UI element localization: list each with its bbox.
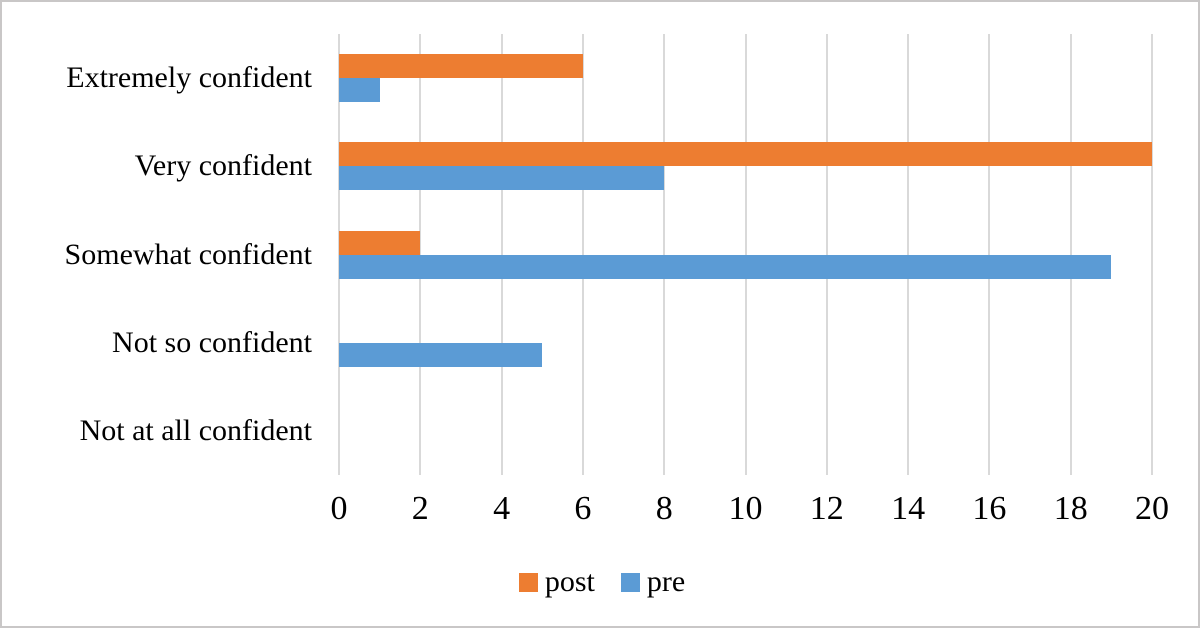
- tick-label-12: 12: [809, 490, 844, 527]
- bar-post-extremely-confident: [339, 54, 583, 79]
- tick-label-18: 18: [1053, 490, 1088, 527]
- tick-label-8: 8: [655, 490, 673, 527]
- tick-label-2: 2: [411, 490, 429, 527]
- category-label-somewhat-confident: Somewhat confident: [64, 237, 312, 271]
- category-label-extremely-confident: Extremely confident: [66, 61, 312, 95]
- bar-pre-extremely-confident: [339, 78, 380, 103]
- legend-item-post: post: [518, 565, 595, 598]
- chart-legend: post pre: [2, 567, 1200, 597]
- bar-pre-somewhat-confident: [339, 254, 1112, 279]
- bar-pre-not-so-confident: [339, 342, 543, 367]
- tick-label-10: 10: [728, 490, 763, 527]
- tick-label-6: 6: [574, 490, 592, 527]
- plot-area: [338, 34, 1153, 475]
- category-label-very-confident: Very confident: [134, 149, 312, 183]
- tick-label-20: 20: [1135, 490, 1169, 527]
- legend-label-pre: pre: [646, 565, 686, 598]
- tick-label-14: 14: [891, 490, 926, 527]
- category-label-not-so-confident: Not so confident: [112, 325, 312, 359]
- tick-label-0: 0: [330, 490, 348, 527]
- bar-post-very-confident: [339, 142, 1152, 167]
- bar-post-somewhat-confident: [339, 230, 421, 255]
- legend-item-pre: pre: [620, 565, 686, 598]
- tick-label-4: 4: [493, 490, 511, 527]
- category-label-not-at-all-confident: Not at all confident: [79, 413, 312, 447]
- legend-swatch-post: [518, 572, 538, 592]
- legend-swatch-pre: [620, 572, 640, 592]
- gridline-x-20: [1151, 34, 1153, 475]
- tick-label-16: 16: [972, 490, 1007, 527]
- legend-label-post: post: [544, 565, 595, 598]
- bar-pre-very-confident: [339, 166, 665, 191]
